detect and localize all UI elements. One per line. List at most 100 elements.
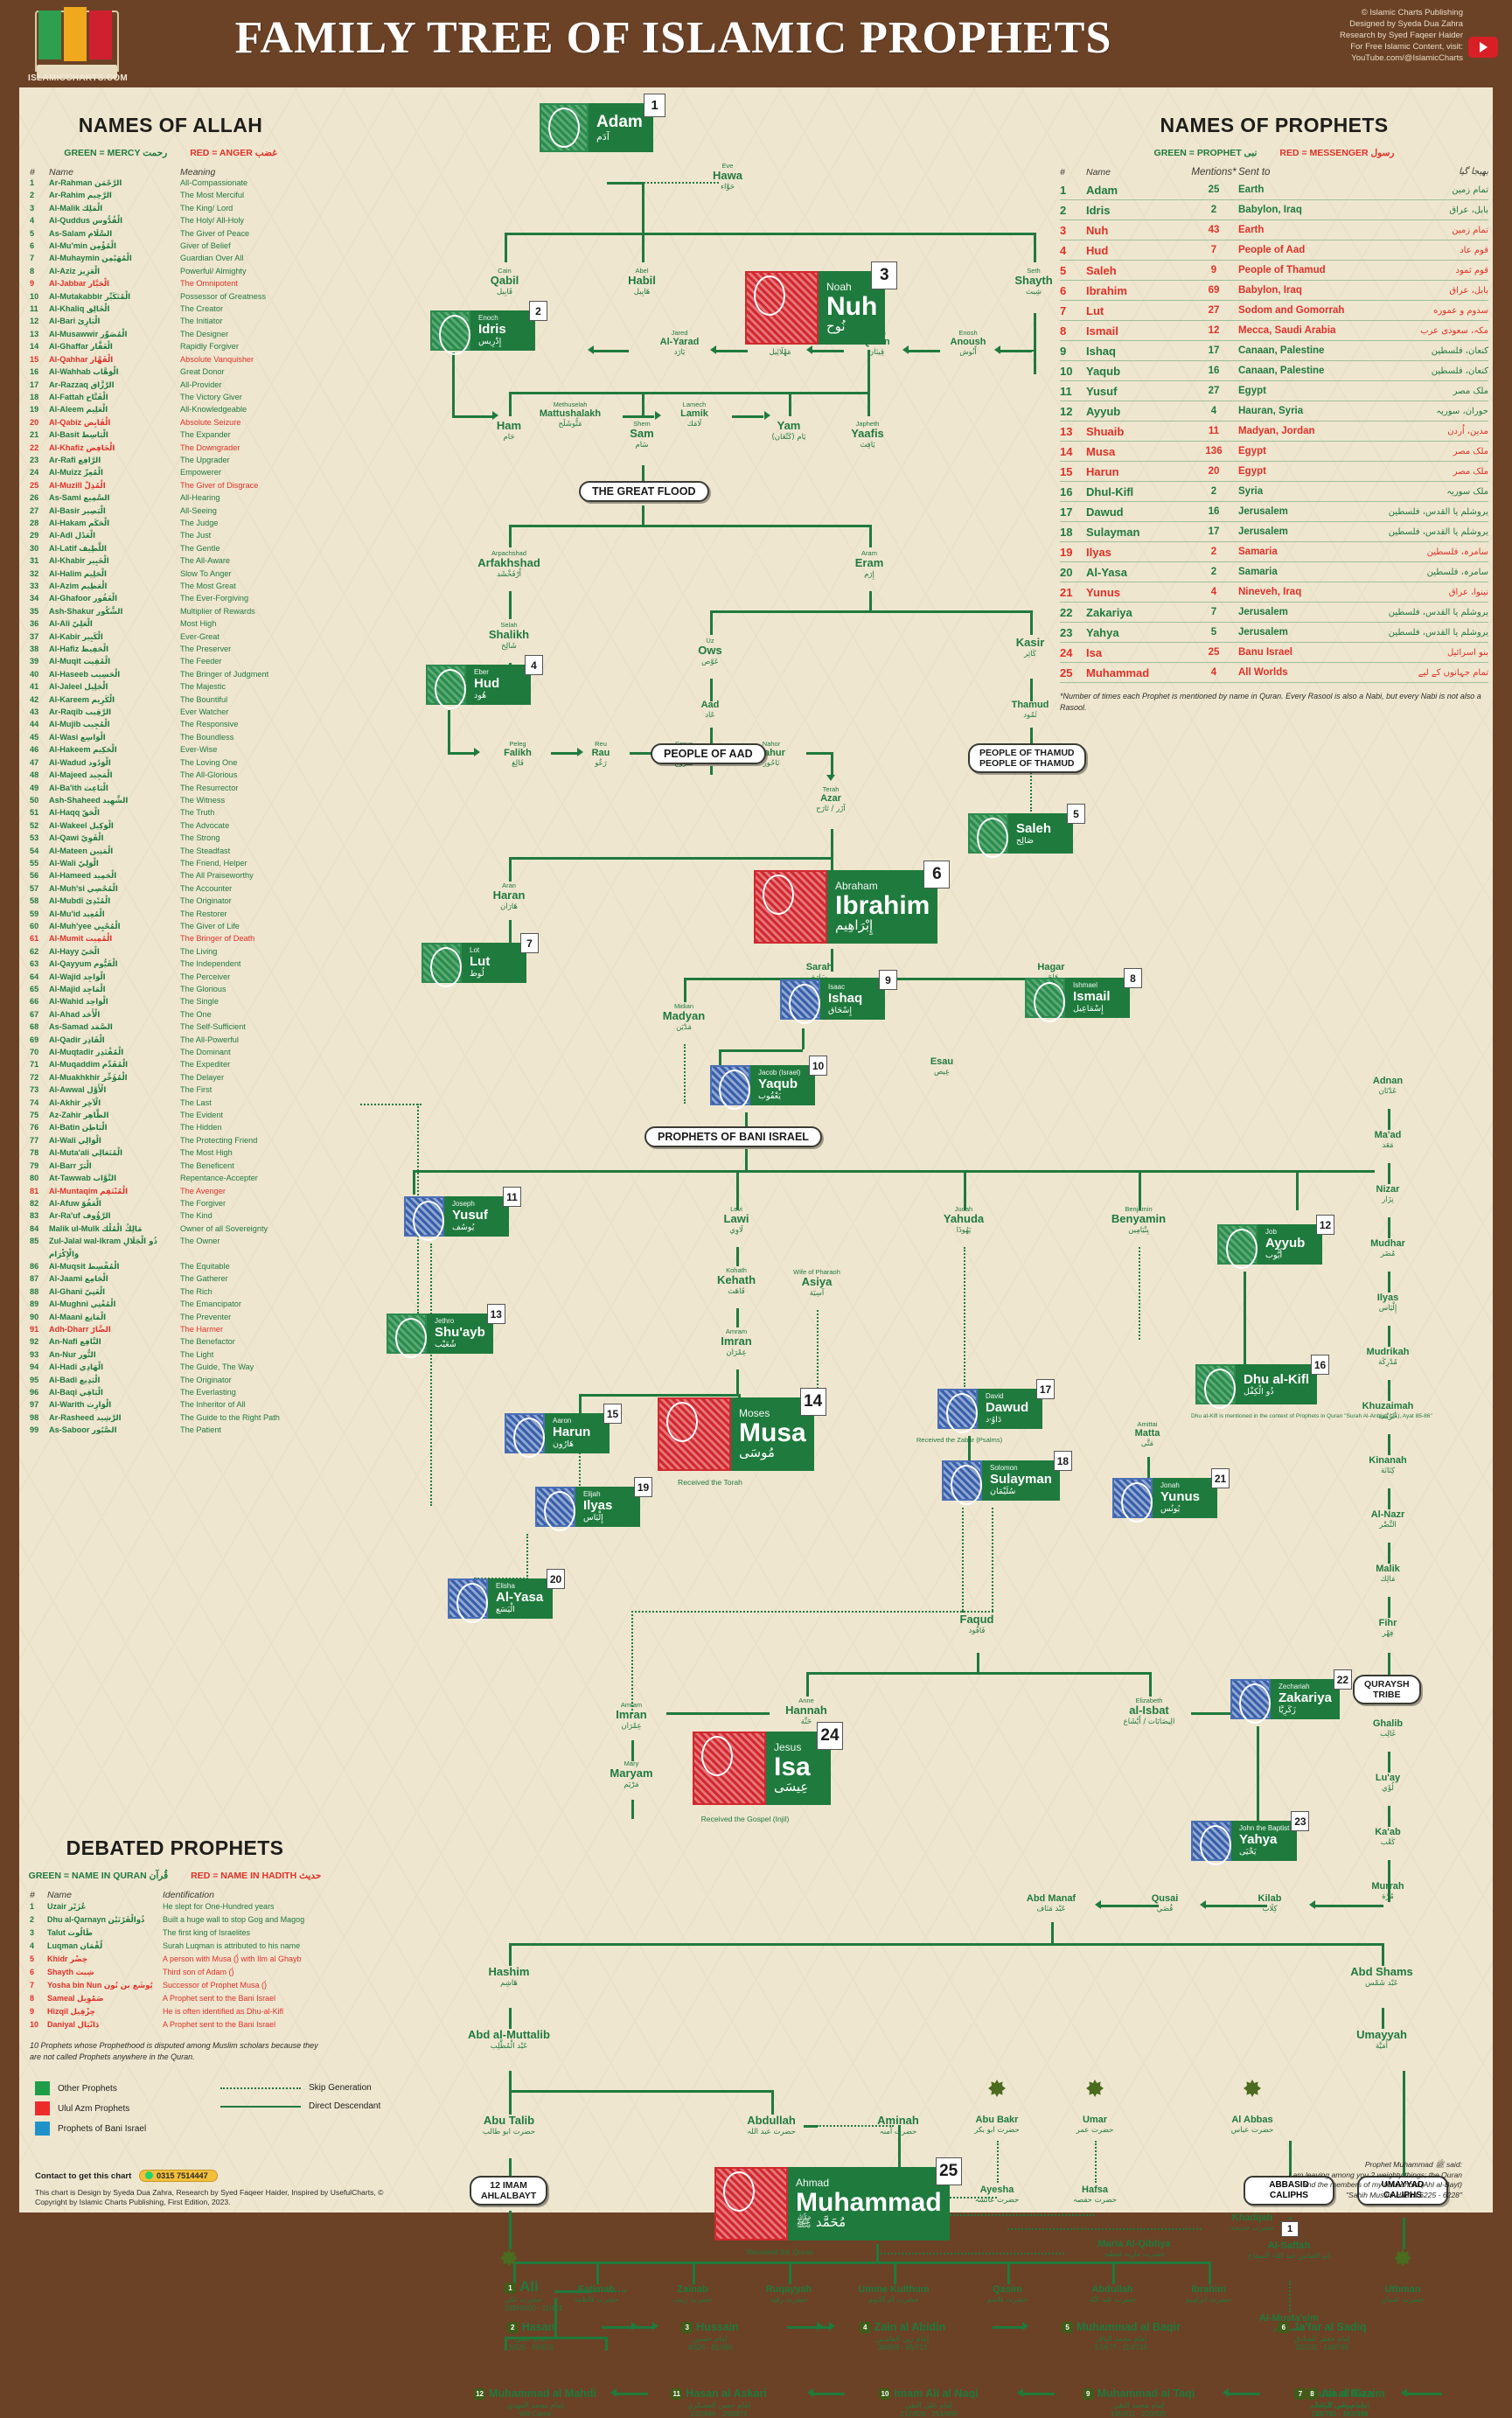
allah-row-name: Al-Mumit الْمُمِيت xyxy=(49,934,113,944)
gen-name: Sarah xyxy=(805,962,833,972)
arrow-left-icon xyxy=(807,2388,813,2397)
prophet-name: Ismail xyxy=(1086,324,1118,338)
node-dhulkifl[interactable]: Dhu al-Kifl ذُو الْكِفْل 16 xyxy=(1195,1355,1329,1409)
node-yaqub[interactable]: Jacob (Israel) Yaqub يَعْقُوب 10 xyxy=(710,1056,827,1110)
connector-line xyxy=(867,392,870,416)
gen-qusai: Qusai قُصَي xyxy=(1121,1893,1209,1913)
youtube-icon[interactable] xyxy=(1468,37,1498,58)
node-isa[interactable]: Jesus Isa عِيسَى 24 xyxy=(693,1722,843,1805)
node-zakariya[interactable]: Zechariah Zakariya زَكَرِيَّا 22 xyxy=(1230,1669,1352,1724)
allah-row-name: Al-Wahid الْوَاحِد xyxy=(49,997,108,1007)
allah-row-num: 27 xyxy=(30,505,39,515)
prophet-mentions: 43 xyxy=(1208,225,1220,235)
connector-line xyxy=(1032,350,1035,352)
node-ilyas[interactable]: Elijah Ilyas إِلْيَاس 19 xyxy=(535,1477,652,1531)
gen-name: Yaafis xyxy=(851,427,884,440)
prophet-table-row: 19 Ilyas 2 Samaria سامرہ، فلسطین xyxy=(1060,542,1488,562)
allah-row: 35 Ash-Shakur الشَّكُور Multiplier of Rewa… xyxy=(26,606,315,618)
connector-line xyxy=(831,752,833,777)
node-ismail[interactable]: Ishmael Ismail إِسْمَاعِيل 8 xyxy=(1025,968,1142,1022)
node-saleh[interactable]: Saleh صَالِح 5 xyxy=(968,804,1085,858)
gen-arabic: بِنْيَامِين xyxy=(1128,1225,1149,1235)
allah-row-name: Al-Latif اللَّطِيف xyxy=(49,543,107,554)
connector-line xyxy=(736,1369,739,1394)
arrow-down-icon xyxy=(826,775,835,781)
gen-en: Amittai xyxy=(1137,1420,1158,1428)
debated-row-id: Surah Luqman is attributed to his name xyxy=(163,1941,301,1950)
legend-item-other: Other Prophets xyxy=(35,2081,385,2095)
imam-1: 1 Ali حضرت علی 23BH/600 - 11/661 xyxy=(505,2278,636,2312)
gen-arabic: قُصَي xyxy=(1156,1904,1174,1913)
hadith-quote: Prophet Muhammad ﷺ said: I am leaving am… xyxy=(1051,2160,1462,2200)
connector-line xyxy=(1388,1881,1390,1900)
node-number-badge: 11 xyxy=(503,1187,521,1207)
node-hud[interactable]: Eber Hud هُود 4 xyxy=(426,655,543,709)
gen-hagar: Hagarهَاجَر xyxy=(1007,962,1095,982)
allah-row: 33 Al-Azim الْعَظِيم The Most Great xyxy=(26,581,315,593)
allah-row-num: 19 xyxy=(30,405,39,415)
pill-text: THE GREAT FLOOD xyxy=(592,485,696,498)
node-dawud[interactable]: David Dawud دَاوُۥد 17 xyxy=(937,1379,1055,1433)
prophet-table-row: 22 Zakariya 7 Jerusalem یروشلم یا القدس، فلس… xyxy=(1060,603,1488,623)
node-yahya[interactable]: John the Baptist Yahya يَحْيَى 23 xyxy=(1191,1811,1310,1865)
calligraphy-tile-harun xyxy=(505,1413,545,1458)
connector-line xyxy=(804,2125,818,2128)
node-idris[interactable]: Enoch Idris إِدْرِيس 2 xyxy=(430,301,547,355)
pill-label: 12 IMAM AHLALBAYT xyxy=(470,2176,548,2205)
node-alyasa[interactable]: Elisha Al-Yasa الْيَسَع 20 xyxy=(448,1569,565,1623)
node-yusuf[interactable]: Joseph Yusuf يُوسُف 11 xyxy=(404,1187,521,1241)
node-musa[interactable]: Moses Musa مُوسَى 14 xyxy=(658,1388,826,1471)
allah-row-num: 10 xyxy=(30,291,39,301)
prophet-num: 4 xyxy=(1060,243,1067,257)
gen-arabic: حضرت عبد اللہ xyxy=(747,2127,796,2136)
abbasid-caliphs-label: ABBASID CALIPHS xyxy=(1244,2176,1334,2205)
node-sulayman[interactable]: Solomon Sulayman سُلَيْمَان 18 xyxy=(942,1451,1072,1505)
node-lut[interactable]: Lot Lut لُوط 7 xyxy=(422,933,539,987)
allah-row-num: 44 xyxy=(30,720,39,729)
node-muhammad[interactable]: Ahmad Muhammad مُحَمَّد ﷺ 25 xyxy=(714,2157,962,2240)
gen-arabic: مَدْيَن xyxy=(676,1022,692,1032)
node-nuh[interactable]: Noah Nuh نُوح 3 xyxy=(745,261,898,345)
allah-row: 91 Adh-Dharr الضَّارّ The Harmer xyxy=(26,1324,315,1336)
node-shuayb[interactable]: Jethro Shu'ayb شُعَيْب 13 xyxy=(387,1304,505,1358)
gen-name: Ham xyxy=(496,419,522,432)
imam-name: Hasan xyxy=(521,2321,555,2333)
allah-row-num: 68 xyxy=(30,1022,39,1032)
node-body-ibrahim: Abraham Ibrahim إِبْرَاهِيم xyxy=(827,870,938,944)
connector-line xyxy=(771,2090,774,2115)
node-english-name: Eber xyxy=(474,667,489,676)
allah-row-meaning: All-Provider xyxy=(180,380,222,389)
legend-label-ululazm: Ulul Azm Prophets xyxy=(58,2103,130,2114)
node-adam[interactable]: Adam آدَم 1 xyxy=(540,94,665,152)
allah-row: 38 Al-Hafiz الْحَفِيظ The Preserver xyxy=(26,644,315,656)
poster-canvas: NAMES OF ALLAH GREEN = MERCY رحمت RED = … xyxy=(19,87,1493,2418)
node-yunus[interactable]: Jonah Yunus يُونُس 21 xyxy=(1112,1468,1230,1523)
gen-en: Judah xyxy=(954,1205,973,1213)
gen-kinanah: Kinanah كِنَانَة xyxy=(1344,1455,1432,1475)
allah-row-num: 55 xyxy=(30,858,39,868)
node-ayyub[interactable]: Job Ayyub أَيُّوب 12 xyxy=(1217,1215,1334,1269)
whatsapp-badge[interactable]: 0315 7514447 xyxy=(139,2170,218,2182)
node-ibrahim[interactable]: Abraham Ibrahim إِبْرَاهِيم 6 xyxy=(754,861,951,944)
prophet-urdu: کنعان، فلسطین xyxy=(1431,345,1488,356)
node-english-name: Joseph xyxy=(452,1199,475,1208)
node-english-name: Noah xyxy=(826,281,852,293)
node-ishaq[interactable]: Isaac Ishaq إِسْحَاق 9 xyxy=(780,970,897,1024)
allah-row-meaning: The Last xyxy=(180,1098,212,1107)
allah-row: 87 Al-Jaami الْجَامِع The Gatherer xyxy=(26,1273,315,1286)
connector-line xyxy=(1388,1272,1390,1293)
allah-row-meaning: All-Knowledgeable xyxy=(180,405,247,415)
prophets-footnote: *Number of times each Prophet is mention… xyxy=(1060,692,1481,712)
prophet-urdu: سامرہ، فلسطین xyxy=(1426,547,1488,557)
allah-row-num: 46 xyxy=(30,745,39,755)
gen-arabic: حضرت رقیہ xyxy=(770,2295,808,2304)
gen-arabic: حضرت قاسم xyxy=(986,2295,1028,2304)
allah-row-name: Al-Halim الْحَلِيم xyxy=(49,568,107,579)
node-harun[interactable]: Aaron Harun هَارُون 15 xyxy=(505,1404,622,1458)
prophet-num: 23 xyxy=(1060,625,1073,639)
gen-name: Hagar xyxy=(1037,962,1065,972)
gen-name: Thamud xyxy=(1011,700,1049,710)
allah-row: 64 Al-Wajid الْوَاجِد The Perceiver xyxy=(26,972,315,984)
gen-name: Kehath xyxy=(716,1273,756,1286)
allah-row-name: Al-Hadi الْهَادِي xyxy=(49,1362,104,1373)
